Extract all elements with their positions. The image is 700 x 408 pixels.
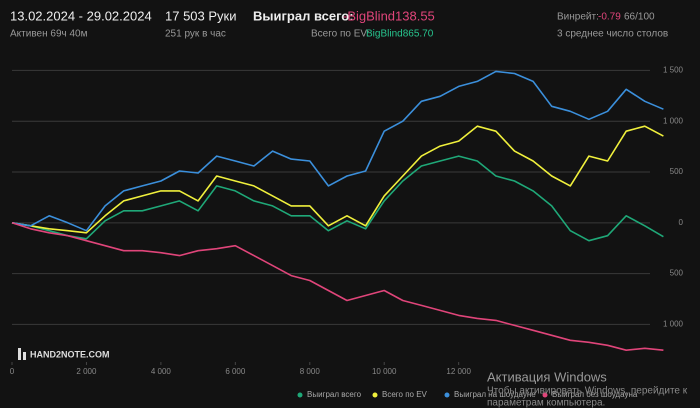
logo-text: HAND2NOTE.COM (30, 349, 110, 359)
x-tick-label: 8 000 (300, 367, 321, 376)
x-tick-label: 2 000 (76, 367, 97, 376)
x-tick-label: 4 000 (151, 367, 172, 376)
y-tick-label: 500 (670, 269, 684, 278)
series-line (11, 155, 664, 242)
y-tick-label: 1 500 (663, 66, 684, 75)
logo-icon (23, 352, 26, 360)
winrate-label: Винрейт: (557, 12, 599, 23)
legend-label: Выиграл всего (307, 390, 362, 399)
ev-value: BigBlind865.70 (366, 29, 434, 40)
legend-label: Выиграл без шоудауна (552, 390, 638, 399)
series-line (11, 70, 664, 232)
y-tick-label: 0 (679, 218, 684, 227)
watermark-title: Активация Windows (487, 369, 607, 384)
active-time: Активен 69ч 40м (10, 29, 88, 40)
y-tick-label: 500 (670, 167, 684, 176)
logo-icon (18, 348, 21, 360)
legend-marker (444, 392, 450, 398)
x-tick-label: 12 000 (446, 367, 471, 376)
legend-marker (372, 392, 378, 398)
x-tick-label: 0 (10, 367, 15, 376)
watermark-text: Чтобы активировать Windows, перейдите к (487, 385, 688, 397)
ev-label: Всего по EV: (311, 29, 370, 40)
logo: HAND2NOTE.COM (18, 348, 110, 360)
legend-marker (542, 392, 548, 398)
winrate-scale: 66/100 (624, 12, 655, 23)
chart: 1 500 1 000 500 0 500 1 000 0 2 000 4 000 6 000 8 … (10, 66, 684, 400)
series-line (11, 125, 664, 234)
legend-label: Выиграл на шоудауне (454, 390, 536, 399)
y-tick-label: 1 000 (663, 116, 684, 125)
series-line (11, 222, 664, 352)
winrate-value: -0.79 (598, 12, 621, 23)
legend-marker (297, 392, 303, 398)
period: 13.02.2024 - 29.02.2024 (10, 8, 152, 23)
watermark-text: параметрам компьютера. (487, 398, 605, 408)
hands-rate: 251 рук в час (165, 29, 226, 40)
x-tick-label: 6 000 (225, 367, 246, 376)
hands: 17 503 Руки (165, 8, 237, 23)
x-tick-label: 10 000 (372, 367, 397, 376)
y-tick-label: 1 000 (663, 320, 684, 329)
legend-label: Всего по EV (382, 390, 428, 399)
won-value: -BigBlind138.55 (343, 8, 435, 23)
won-label: Выиграл всего: (253, 8, 354, 23)
tables: 3 среднее число столов (557, 29, 668, 40)
